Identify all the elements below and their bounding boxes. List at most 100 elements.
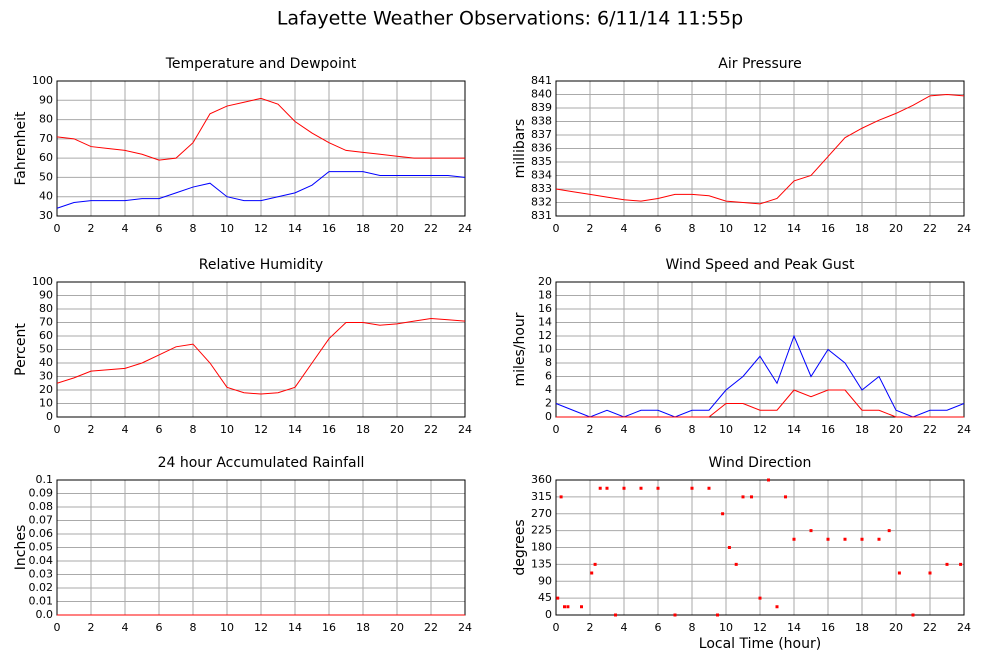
x-tick-label: 4 <box>621 423 628 436</box>
y-tick-label: 2 <box>545 397 552 410</box>
chart-title: Wind Direction <box>709 455 812 471</box>
y-tick-label: 0.09 <box>29 487 54 500</box>
x-tick-label: 22 <box>424 621 438 634</box>
x-tick-label: 14 <box>787 621 801 634</box>
x-tick-label: 6 <box>156 222 163 235</box>
y-tick-label: 4 <box>545 383 552 396</box>
x-tick-label: 6 <box>655 222 662 235</box>
y-tick-label: 90 <box>538 574 552 587</box>
x-tick-label: 10 <box>719 222 733 235</box>
data-point <box>860 537 864 541</box>
y-tick-label: 833 <box>531 182 552 195</box>
y-tick-label: 0.02 <box>29 581 54 594</box>
y-tick-label: 360 <box>531 473 552 486</box>
data-point <box>622 486 626 490</box>
data-point <box>775 605 779 609</box>
x-tick-label: 4 <box>621 222 628 235</box>
y-axis-label: degrees <box>512 519 528 575</box>
data-point <box>605 486 609 490</box>
y-axis-label: miles/hour <box>512 312 528 386</box>
x-tick-label: 16 <box>821 423 835 436</box>
y-tick-label: 80 <box>39 302 53 315</box>
y-tick-label: 8 <box>545 356 552 369</box>
x-tick-label: 6 <box>655 423 662 436</box>
data-line <box>56 171 466 209</box>
y-tick-label: 0.1 <box>36 473 54 486</box>
y-tick-label: 18 <box>538 289 552 302</box>
x-tick-label: 0 <box>54 222 61 235</box>
x-tick-label: 2 <box>88 621 95 634</box>
y-tick-label: 838 <box>531 115 552 128</box>
data-point <box>897 571 901 575</box>
x-tick-label: 22 <box>923 222 937 235</box>
data-point <box>959 562 963 566</box>
y-tick-label: 60 <box>39 151 53 164</box>
data-point <box>792 537 796 541</box>
x-tick-label: 4 <box>122 423 129 436</box>
y-tick-label: 0 <box>46 410 53 423</box>
x-tick-label: 22 <box>424 423 438 436</box>
data-point <box>721 512 725 516</box>
y-axis-label: Percent <box>13 323 29 376</box>
y-tick-label: 831 <box>531 209 552 222</box>
x-tick-label: 22 <box>923 621 937 634</box>
x-tick-label: 16 <box>322 222 336 235</box>
x-tick-label: 12 <box>254 222 268 235</box>
y-tick-label: 0.01 <box>29 595 54 608</box>
data-point <box>911 613 915 617</box>
y-tick-label: 12 <box>538 329 552 342</box>
y-tick-label: 0 <box>545 410 552 423</box>
x-tick-label: 8 <box>190 423 197 436</box>
x-tick-label: 24 <box>458 423 472 436</box>
data-point <box>580 605 583 609</box>
data-point <box>673 613 677 617</box>
x-tick-label: 24 <box>458 222 472 235</box>
x-tick-label: 18 <box>855 423 869 436</box>
plot-frame <box>555 479 965 616</box>
x-tick-label: 12 <box>753 222 767 235</box>
y-tick-label: 90 <box>39 289 53 302</box>
x-tick-label: 18 <box>356 423 370 436</box>
x-tick-label: 20 <box>390 423 404 436</box>
x-tick-label: 20 <box>889 222 903 235</box>
data-point <box>716 613 719 617</box>
chart-title: Wind Speed and Peak Gust <box>666 257 855 273</box>
x-tick-label: 12 <box>753 423 767 436</box>
data-point <box>928 571 932 575</box>
x-tick-label: 0 <box>553 423 560 436</box>
y-tick-label: 0.07 <box>29 514 54 527</box>
y-axis-label: millibars <box>512 119 528 179</box>
y-tick-label: 225 <box>531 524 552 537</box>
x-tick-label: 18 <box>855 222 869 235</box>
data-line <box>56 97 465 161</box>
y-tick-label: 839 <box>531 101 552 114</box>
y-tick-label: 90 <box>39 93 53 106</box>
x-tick-label: 20 <box>889 423 903 436</box>
y-tick-label: 835 <box>531 155 552 168</box>
plot-frame <box>555 80 965 217</box>
y-tick-label: 0.0 <box>36 608 54 621</box>
x-tick-label: 14 <box>288 423 302 436</box>
y-tick-label: 837 <box>531 128 552 141</box>
data-point <box>639 486 643 490</box>
x-tick-label: 22 <box>424 222 438 235</box>
x-tick-label: 4 <box>122 222 129 235</box>
x-tick-label: 4 <box>621 621 628 634</box>
x-tick-label: 12 <box>254 621 268 634</box>
y-tick-label: 0.06 <box>29 527 54 540</box>
x-tick-label: 10 <box>719 621 733 634</box>
chart-title: Air Pressure <box>718 56 801 72</box>
x-tick-label: 14 <box>787 423 801 436</box>
data-point <box>750 495 753 499</box>
y-tick-label: 836 <box>531 142 552 155</box>
y-tick-label: 6 <box>545 370 552 383</box>
x-tick-label: 24 <box>957 423 971 436</box>
x-tick-label: 18 <box>855 621 869 634</box>
x-tick-label: 10 <box>220 222 234 235</box>
y-tick-label: 0 <box>545 608 552 621</box>
y-tick-label: 270 <box>531 507 552 520</box>
x-tick-label: 20 <box>889 621 903 634</box>
y-tick-label: 315 <box>531 490 552 503</box>
x-tick-label: 2 <box>587 222 594 235</box>
y-tick-label: 60 <box>39 329 53 342</box>
